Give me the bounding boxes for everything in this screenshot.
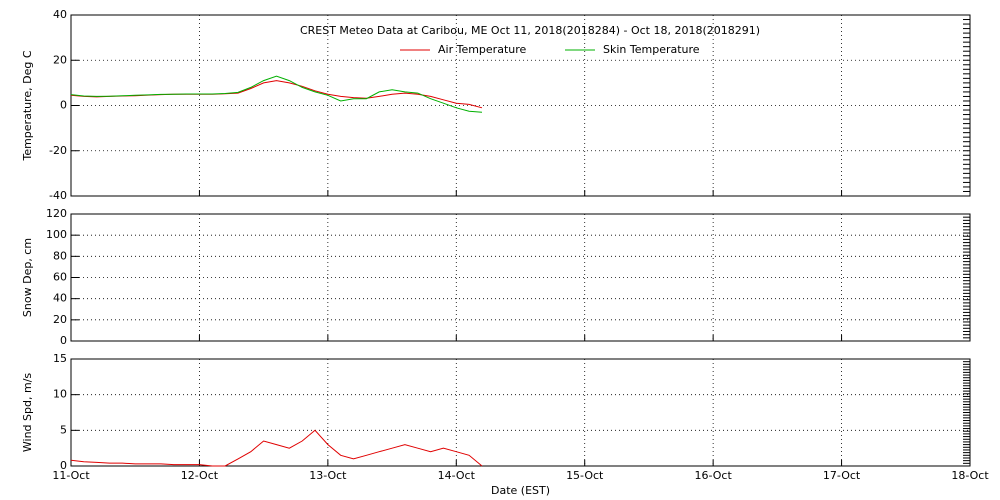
- x-tick-label: 12-Oct: [181, 469, 219, 482]
- y-tick-label: -20: [49, 144, 67, 157]
- y-tick-label: 20: [53, 313, 67, 326]
- data-line: [70, 75, 483, 113]
- y-tick-label: 80: [53, 249, 67, 262]
- y-tick-label: 40: [53, 292, 67, 305]
- y-tick-label: 0: [60, 99, 67, 112]
- x-tick-label: 18-Oct: [951, 469, 989, 482]
- x-axis-label: Date (EST): [491, 484, 550, 497]
- data-line: [70, 429, 483, 467]
- plot-frame: [70, 358, 971, 467]
- y-tick-label: -40: [49, 189, 67, 202]
- x-tick-label: 14-Oct: [438, 469, 476, 482]
- y-tick-label: 5: [60, 423, 67, 436]
- y-tick-label: 40: [53, 8, 67, 21]
- y-axis-label: Temperature, Deg C: [21, 50, 34, 161]
- x-tick-label: 15-Oct: [566, 469, 604, 482]
- y-tick-label: 120: [46, 207, 67, 220]
- y-tick-label: 0: [60, 334, 67, 347]
- legend-label: Skin Temperature: [603, 43, 700, 56]
- y-tick-label: 0: [60, 459, 67, 472]
- x-tick-label: 13-Oct: [309, 469, 347, 482]
- y-tick-label: 60: [53, 271, 67, 284]
- y-tick-label: 10: [53, 388, 67, 401]
- x-tick-label: 17-Oct: [823, 469, 861, 482]
- y-axis-label: Wind Spd, m/s: [21, 373, 34, 453]
- y-axis-label: Snow Dep, cm: [21, 238, 34, 317]
- x-tick-label: 16-Oct: [694, 469, 732, 482]
- legend-label: Air Temperature: [438, 43, 527, 56]
- x-tick-label: 11-Oct: [52, 469, 90, 482]
- y-tick-label: 20: [53, 53, 67, 66]
- y-tick-label: 100: [46, 228, 67, 241]
- y-tick-label: 15: [53, 352, 67, 365]
- chart-title: CREST Meteo Data at Caribou, ME Oct 11, …: [300, 24, 760, 37]
